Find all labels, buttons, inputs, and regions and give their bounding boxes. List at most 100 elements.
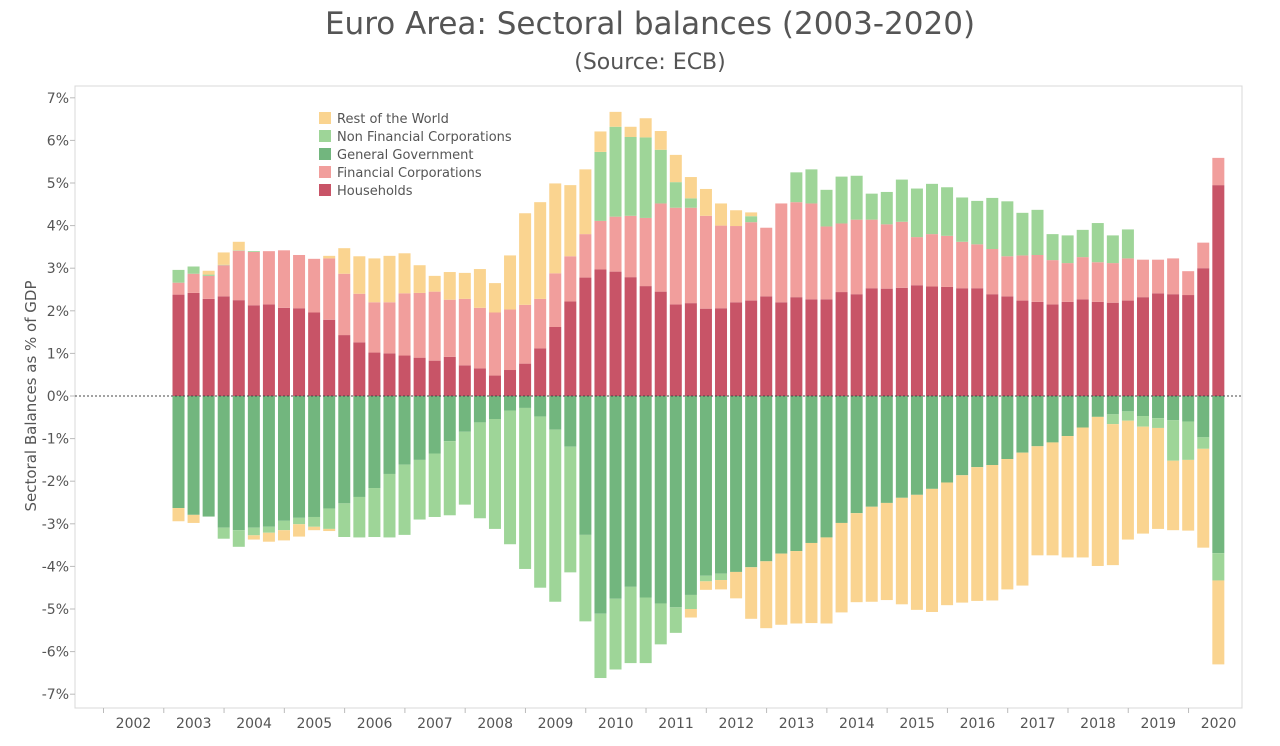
bar-pos-financial-corporations-69 xyxy=(1212,157,1225,186)
bar-neg-non-financial-corporations-6 xyxy=(262,526,275,533)
bar-neg-general-government-45 xyxy=(850,396,863,514)
bar-pos-financial-corporations-16 xyxy=(413,292,426,358)
bar-pos-households-28 xyxy=(594,269,607,396)
chart-subtitle: (Source: ECB) xyxy=(574,50,726,75)
bar-neg-general-government-8 xyxy=(293,396,306,518)
bar-neg-general-government-4 xyxy=(232,396,245,531)
bar-neg-general-government-62 xyxy=(1106,396,1119,415)
bar-pos-non-financial-corporations-55 xyxy=(1001,201,1014,257)
bar-pos-households-39 xyxy=(760,296,773,396)
bar-pos-households-58 xyxy=(1046,304,1059,396)
bar-neg-general-government-33 xyxy=(669,396,682,608)
bar-neg-rest-of-the-world-63 xyxy=(1121,420,1134,540)
bar-neg-general-government-66 xyxy=(1167,396,1180,421)
bar-neg-general-government-49 xyxy=(910,396,923,495)
bar-pos-financial-corporations-4 xyxy=(232,250,245,301)
bar-pos-households-36 xyxy=(715,308,728,396)
bar-pos-financial-corporations-47 xyxy=(880,224,893,289)
bar-pos-rest-of-the-world-37 xyxy=(730,210,743,227)
bar-neg-rest-of-the-world-50 xyxy=(926,488,938,612)
x-axis: 2002 2003 2004 2005 2006 2007 2008 2009 2010 2011… xyxy=(103,708,1236,732)
bar-pos-financial-corporations-39 xyxy=(760,227,773,297)
bar-neg-non-financial-corporations-23 xyxy=(519,407,532,569)
bar-pos-financial-corporations-3 xyxy=(217,265,230,297)
bar-pos-households-6 xyxy=(262,304,275,396)
bar-neg-non-financial-corporations-17 xyxy=(428,453,441,517)
bar-pos-financial-corporations-11 xyxy=(338,273,351,336)
bar-pos-households-0 xyxy=(172,294,185,396)
bar-pos-financial-corporations-59 xyxy=(1061,263,1074,302)
bar-pos-households-45 xyxy=(850,294,863,396)
bar-neg-non-financial-corporations-28 xyxy=(594,613,607,679)
bar-neg-non-financial-corporations-9 xyxy=(308,516,321,527)
bar-neg-general-government-9 xyxy=(308,396,321,517)
y-tick-label: 7% xyxy=(47,91,69,107)
y-tick-label: 1% xyxy=(47,346,69,362)
y-tick-label: 6% xyxy=(47,133,69,149)
y-tick-label: 2% xyxy=(47,304,69,320)
bar-pos-non-financial-corporations-28 xyxy=(594,151,607,221)
x-tick-label: 2019 xyxy=(1140,716,1176,732)
bar-pos-households-51 xyxy=(941,286,954,396)
bar-pos-rest-of-the-world-4 xyxy=(232,241,245,251)
bar-pos-non-financial-corporations-62 xyxy=(1106,235,1119,264)
bar-neg-general-government-39 xyxy=(760,396,773,562)
bar-pos-financial-corporations-6 xyxy=(262,251,275,305)
bar-pos-households-57 xyxy=(1031,301,1044,396)
legend-swatch-financial-corporations xyxy=(319,166,331,178)
bar-pos-non-financial-corporations-38 xyxy=(745,216,758,223)
bar-pos-households-55 xyxy=(1001,296,1014,396)
bar-pos-households-22 xyxy=(504,370,517,396)
bar-neg-general-government-6 xyxy=(262,396,275,527)
bar-pos-rest-of-the-world-28 xyxy=(594,131,607,152)
bar-neg-general-government-24 xyxy=(534,396,547,417)
bar-neg-non-financial-corporations-21 xyxy=(488,419,501,529)
bar-neg-general-government-41 xyxy=(790,396,803,552)
bar-neg-general-government-38 xyxy=(745,396,758,568)
bar-neg-general-government-22 xyxy=(504,396,517,411)
bar-neg-rest-of-the-world-57 xyxy=(1031,446,1044,556)
bar-pos-non-financial-corporations-41 xyxy=(790,172,803,203)
bar-pos-households-40 xyxy=(775,302,788,396)
bar-pos-financial-corporations-5 xyxy=(247,252,260,306)
bar-neg-rest-of-the-world-0 xyxy=(172,508,185,522)
bar-pos-households-63 xyxy=(1121,300,1134,396)
bar-neg-general-government-54 xyxy=(986,396,999,466)
bar-neg-general-government-37 xyxy=(730,396,743,572)
bar-neg-rest-of-the-world-60 xyxy=(1076,427,1089,558)
bar-pos-non-financial-corporations-34 xyxy=(684,198,697,208)
bar-pos-financial-corporations-1 xyxy=(187,273,200,293)
bar-neg-rest-of-the-world-41 xyxy=(790,551,803,624)
bar-neg-rest-of-the-world-38 xyxy=(745,567,758,619)
x-tick-label: 2009 xyxy=(538,716,574,732)
bar-neg-general-government-20 xyxy=(473,396,486,423)
bar-pos-households-8 xyxy=(293,308,306,396)
bar-neg-non-financial-corporations-20 xyxy=(473,422,486,519)
bar-pos-non-financial-corporations-47 xyxy=(880,191,893,225)
bar-pos-financial-corporations-20 xyxy=(473,307,486,369)
bar-pos-financial-corporations-0 xyxy=(172,282,185,295)
bar-pos-non-financial-corporations-60 xyxy=(1076,229,1089,258)
bar-pos-financial-corporations-23 xyxy=(519,304,532,364)
bar-pos-non-financial-corporations-53 xyxy=(971,200,984,245)
bar-pos-non-financial-corporations-61 xyxy=(1091,223,1104,263)
y-axis: 7% 6% 5% 4% 3% 2% 1% 0% -1% -2% -3% -4% -5% -6% -7% xyxy=(42,91,75,703)
bar-neg-general-government-2 xyxy=(202,396,215,517)
bar-pos-financial-corporations-68 xyxy=(1197,242,1210,269)
bar-neg-non-financial-corporations-11 xyxy=(338,503,351,537)
y-tick-label: 3% xyxy=(47,261,69,277)
bar-pos-households-34 xyxy=(684,303,697,396)
legend-swatch-non-financial-corporations xyxy=(319,130,331,142)
bar-pos-financial-corporations-12 xyxy=(353,293,366,343)
bar-pos-rest-of-the-world-29 xyxy=(609,111,622,127)
x-tick-label: 2010 xyxy=(598,716,634,732)
bar-neg-non-financial-corporations-66 xyxy=(1167,420,1180,461)
bar-pos-rest-of-the-world-33 xyxy=(669,154,682,183)
legend-label: Non Financial Corporations xyxy=(337,130,512,145)
bar-pos-financial-corporations-62 xyxy=(1106,263,1119,303)
bar-neg-non-financial-corporations-22 xyxy=(504,410,517,545)
bar-pos-financial-corporations-45 xyxy=(850,219,863,295)
bar-pos-rest-of-the-world-35 xyxy=(699,188,712,216)
bar-pos-households-20 xyxy=(473,368,486,396)
bar-pos-rest-of-the-world-18 xyxy=(443,272,456,300)
